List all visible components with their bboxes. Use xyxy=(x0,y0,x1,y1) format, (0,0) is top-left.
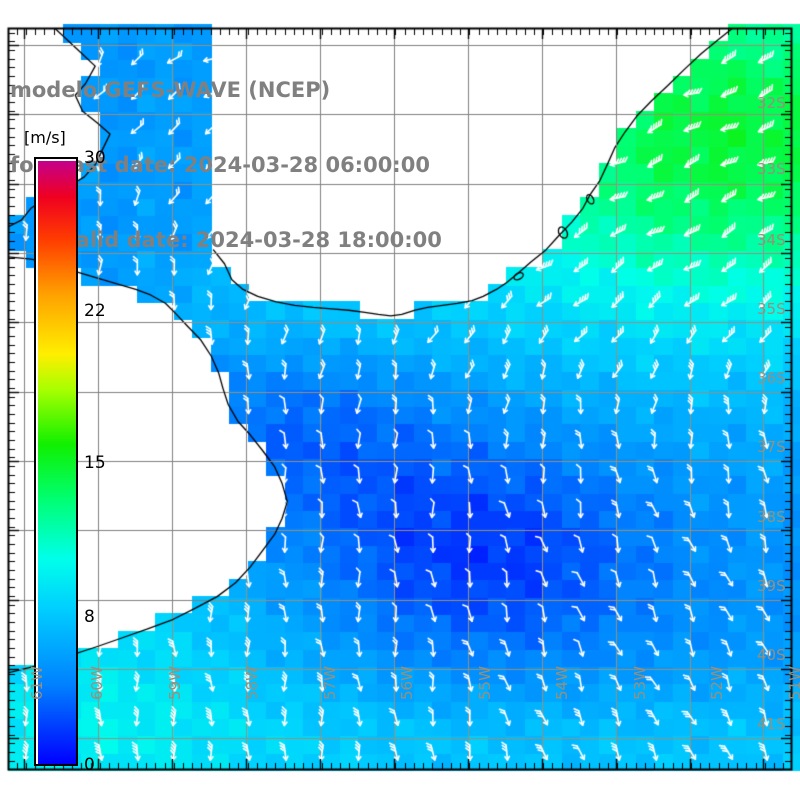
wind-forecast-map: modelo GEFS-WAVE (NCEP) forecast date: 2… xyxy=(0,0,800,800)
map-canvas[interactable] xyxy=(0,0,800,800)
